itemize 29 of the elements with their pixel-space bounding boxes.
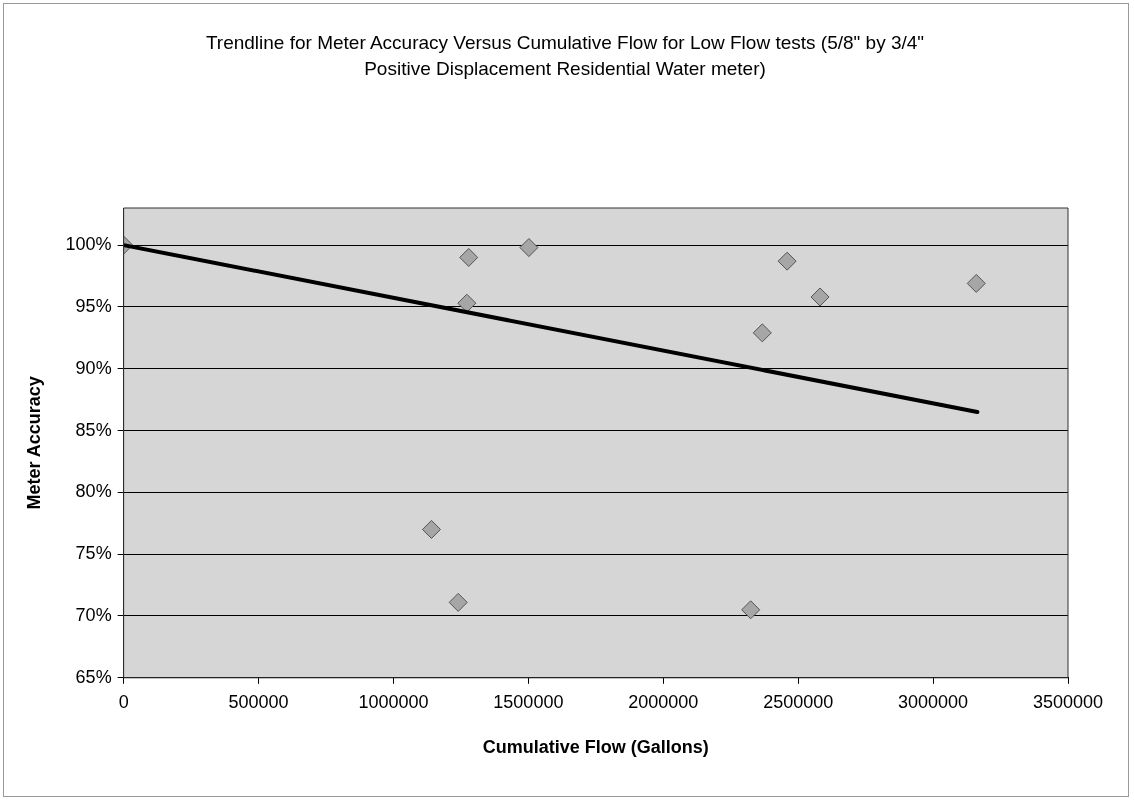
x-tick-label: 500000 (228, 691, 289, 712)
x-tick-label: 2000000 (628, 691, 699, 712)
point (752, 323, 772, 343)
point (741, 600, 761, 620)
y-tick-label: 65% (75, 666, 112, 687)
point (422, 519, 441, 539)
x-tick-label: 0 (118, 691, 129, 712)
y-tick-label: 90% (75, 357, 112, 378)
point (966, 273, 986, 293)
x-tick-label: 3000000 (898, 691, 969, 712)
y-tick-label: 75% (75, 543, 112, 564)
y-tick-label: 70% (75, 604, 112, 625)
point (519, 238, 539, 258)
y-axis-title: Meter Accuracy (23, 376, 44, 510)
y-tick-label: 100% (65, 234, 112, 255)
point (459, 247, 479, 267)
point (448, 592, 468, 612)
x-tick-label: 3500000 (1032, 691, 1104, 712)
x-tick-label: 1500000 (493, 691, 564, 712)
point (810, 287, 830, 307)
y-tick-label: 80% (75, 481, 112, 502)
x-tick-label: 2500000 (763, 691, 834, 712)
y-tick-label: 95% (75, 295, 112, 316)
chart-title: Trendline for Meter Accuracy Versus Cumulative Flow for Low Flow tests (5/8" by 3/4" Positive Displacement Residential Water meter) (204, 31, 926, 81)
x-tick-label: 1000000 (358, 691, 429, 712)
x-axis-title: Cumulative Flow (Gallons) (482, 737, 709, 758)
point (777, 251, 797, 271)
point (457, 293, 477, 313)
y-tick-label: 85% (75, 419, 112, 440)
